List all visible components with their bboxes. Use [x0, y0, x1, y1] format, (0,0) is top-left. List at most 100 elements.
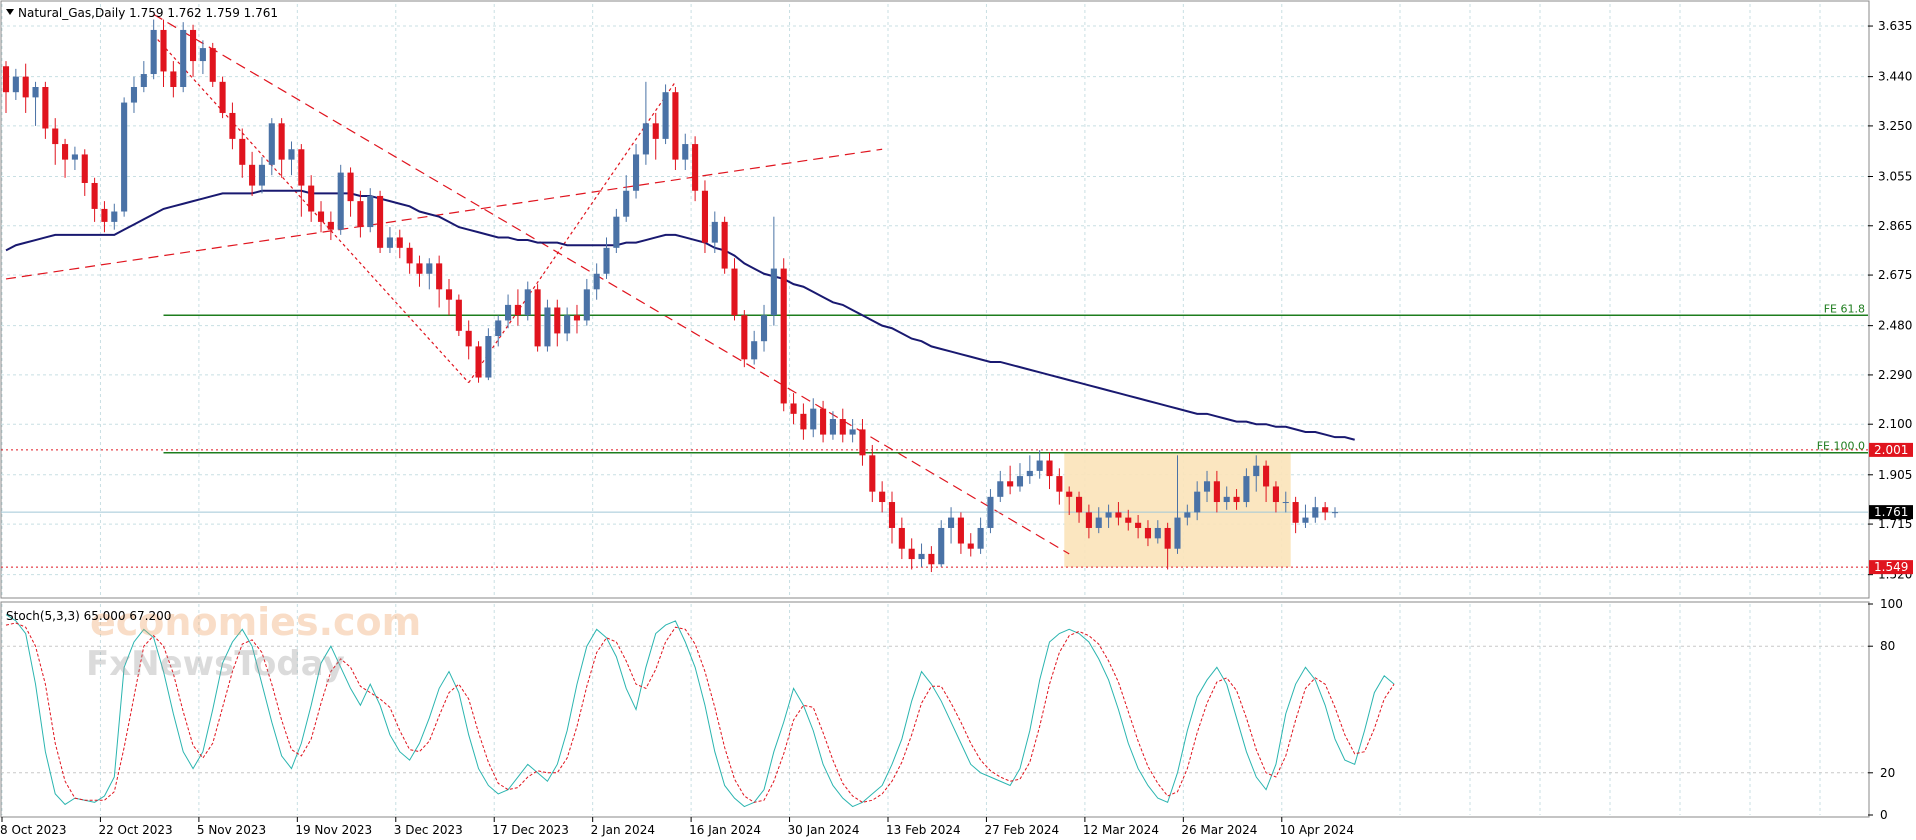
candle: [1223, 486, 1230, 510]
candle: [1026, 455, 1033, 484]
candle: [219, 76, 226, 119]
candle-body: [1263, 465, 1270, 487]
wave-line: [468, 81, 676, 384]
candle-body: [2, 66, 10, 93]
candle-body: [731, 268, 738, 316]
candle-body: [1144, 527, 1152, 539]
candle: [770, 216, 777, 326]
time-tick-label: 16 Jan 2024: [689, 823, 761, 837]
candle-body: [357, 201, 364, 228]
price-tick-label: 2.100: [1878, 417, 1912, 431]
price-panel[interactable]: FE 61.8 FE 100.0 3.635 3.440 3.250 3.055 2.86…: [0, 0, 1913, 599]
candle: [130, 76, 138, 113]
candle-body: [1026, 470, 1033, 477]
candle: [406, 242, 413, 274]
candle: [278, 118, 285, 178]
candle-body: [377, 195, 384, 248]
stochastic-panel[interactable]: 100 80 20 0 economies.com FxNewsToday Stoch…: [0, 597, 1903, 822]
candle-body: [337, 172, 344, 230]
candle: [377, 190, 384, 254]
candle-body: [524, 289, 531, 316]
price-tick-label: 2.290: [1878, 368, 1912, 382]
candle: [928, 546, 935, 573]
price-panel-frame: [0, 0, 1870, 599]
candle: [347, 167, 354, 217]
candle: [544, 299, 551, 352]
candle: [1036, 450, 1043, 479]
candle-body: [1331, 512, 1339, 514]
candle-body: [121, 102, 128, 212]
price-tick-label: 3.635: [1878, 19, 1912, 33]
candle: [583, 278, 590, 326]
candle: [32, 81, 39, 126]
candle-body: [514, 304, 521, 316]
candle-body: [948, 517, 955, 528]
candle: [741, 310, 748, 368]
candle-body: [741, 315, 748, 360]
candle: [121, 97, 128, 217]
candle: [780, 258, 787, 412]
candle-body: [711, 221, 718, 243]
candle: [101, 201, 108, 233]
price-axis: 3.635 3.440 3.250 3.055 2.865 2.675 2.480 2.290…: [1868, 19, 1912, 582]
candle: [111, 203, 118, 230]
candle: [1322, 502, 1329, 521]
candle-body: [62, 144, 69, 160]
candle: [957, 512, 964, 554]
candle: [1154, 520, 1161, 544]
candle-body: [780, 268, 787, 404]
candle-body: [436, 263, 443, 290]
candle: [249, 151, 256, 196]
time-tick-label: 27 Feb 2024: [984, 823, 1059, 837]
candle: [258, 157, 266, 194]
candle-body: [298, 149, 305, 186]
candle-body: [1164, 527, 1171, 549]
candle-body: [32, 87, 39, 98]
candle: [1095, 507, 1102, 534]
candle-body: [987, 496, 994, 528]
candle: [209, 42, 216, 88]
dropdown-arrow-icon[interactable]: [6, 9, 14, 15]
candle: [751, 330, 758, 365]
stochastic-tick-label: 20: [1880, 766, 1895, 780]
candle-body: [682, 144, 689, 160]
stochastic-axis: 100 80 20 0: [1868, 597, 1903, 822]
chart-title: Natural_Gas,Daily 1.759 1.762 1.759 1.76…: [6, 6, 278, 20]
candle: [1007, 465, 1014, 495]
time-tick-label: 8 Oct 2023: [0, 823, 67, 837]
candle: [573, 304, 581, 334]
stochastic-tick-label: 80: [1880, 639, 1895, 653]
candle: [1203, 470, 1211, 503]
candle: [2, 61, 10, 113]
candle: [1184, 504, 1191, 526]
candle-body: [22, 76, 29, 98]
candle: [859, 419, 866, 466]
fibonacci-levels: FE 61.8 FE 100.0: [163, 302, 1868, 454]
candle: [593, 263, 600, 300]
candle: [898, 517, 905, 560]
candle: [514, 289, 521, 326]
candle: [1135, 514, 1142, 539]
stochastic-lines: [5, 614, 1395, 808]
candle-body: [1233, 496, 1240, 503]
candle-body: [652, 123, 659, 139]
resistance-price-label: 2.001: [1874, 443, 1908, 457]
candle: [1115, 502, 1122, 526]
candle: [1312, 496, 1319, 523]
candle-body: [249, 164, 256, 186]
candle: [386, 227, 393, 254]
time-tick-label: 13 Feb 2024: [886, 823, 961, 837]
candle-body: [239, 138, 246, 165]
candle-body: [101, 208, 108, 222]
candle-body: [455, 299, 462, 331]
candle: [918, 543, 925, 567]
candle-body: [1292, 502, 1299, 523]
candle-body: [465, 330, 472, 347]
candle-body: [1036, 460, 1043, 471]
candle: [1144, 520, 1152, 547]
candle-body: [1105, 512, 1112, 518]
candle-body: [918, 553, 925, 560]
candle-body: [810, 408, 817, 430]
candle-body: [957, 517, 964, 544]
